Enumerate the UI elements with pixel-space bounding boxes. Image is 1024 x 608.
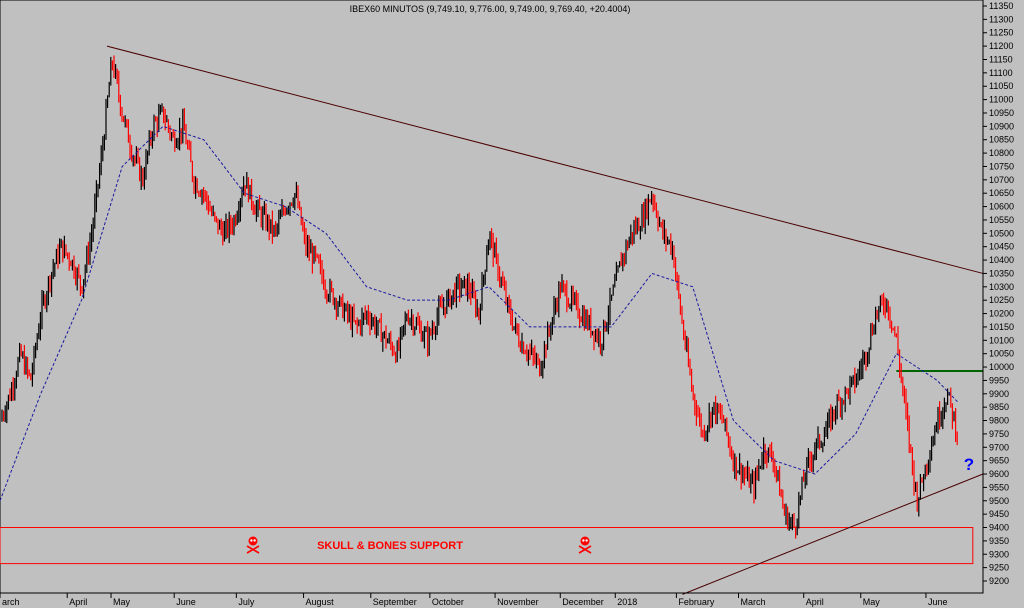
y-tick-label: 10200 (989, 309, 1014, 319)
chart-frame (0, 0, 984, 594)
support-zone-box (0, 527, 974, 565)
x-tick-label: June (176, 597, 196, 607)
y-tick-label: 11300 (989, 14, 1013, 24)
support-zone-layer (0, 527, 974, 565)
x-tick-label: March (741, 597, 766, 607)
x-tick-label: 2018 (617, 597, 637, 607)
y-tick-label: 10450 (989, 242, 1014, 252)
y-tick-label: 9350 (989, 536, 1009, 546)
moving-average-layer (0, 125, 958, 501)
y-tick-label: 10250 (989, 295, 1014, 305)
x-tick-label: August (306, 597, 335, 607)
price-bars-layer (1, 55, 958, 539)
y-axis: 11350 11300 11250 11200 11150 11100 11050 11000… (982, 0, 1014, 593)
y-tick-label: 10650 (989, 188, 1014, 198)
y-tick-label: 10900 (989, 121, 1014, 131)
y-tick-label: 9900 (989, 389, 1009, 399)
y-tick-label: 11050 (989, 81, 1013, 91)
moving-average-line (0, 125, 958, 501)
y-tick-label: 11100 (989, 68, 1013, 78)
x-tick-label: October (432, 597, 464, 607)
x-tick-label: April (69, 597, 87, 607)
y-tick-label: 10050 (989, 349, 1014, 359)
y-tick-label: 11000 (989, 95, 1013, 105)
x-tick-label: November (497, 597, 539, 607)
downtrend-line (106, 45, 984, 274)
y-tick-label: 11200 (989, 41, 1013, 51)
y-tick-label: 10550 (989, 215, 1014, 225)
y-tick-label: 10800 (989, 148, 1014, 158)
x-tick-label: February (678, 597, 715, 607)
x-axis: arch April May June July August September Octob… (0, 592, 983, 607)
x-tick-label: April (806, 597, 824, 607)
question-mark-annotation: ? (964, 455, 974, 474)
y-tick-label: 9750 (989, 429, 1009, 439)
x-tick-label: arch (2, 597, 20, 607)
y-tick-label: 9700 (989, 442, 1009, 452)
y-tick-label: 10850 (989, 135, 1014, 145)
y-tick-label: 10350 (989, 268, 1014, 278)
y-tick-label: 9600 (989, 469, 1009, 479)
support-zone-label: SKULL & BONES SUPPORT (317, 540, 463, 552)
y-tick-label: 10750 (989, 161, 1014, 171)
y-tick-label: 10950 (989, 108, 1014, 118)
y-tick-label: 10000 (989, 362, 1014, 372)
y-tick-label: 11150 (989, 54, 1013, 64)
y-tick-label: 11350 (989, 1, 1013, 11)
x-tick-label: May (863, 597, 881, 607)
y-tick-label: 10100 (989, 335, 1014, 345)
y-tick-label: 9250 (989, 563, 1009, 573)
x-tick-label: June (928, 597, 948, 607)
x-tick-label: December (562, 597, 604, 607)
x-tick-label: May (113, 597, 131, 607)
y-tick-label: 10700 (989, 175, 1014, 185)
y-tick-label: 9200 (989, 576, 1009, 586)
x-tick-label: July (238, 597, 255, 607)
skull-icon (578, 536, 592, 554)
y-tick-label: 9500 (989, 496, 1009, 506)
y-tick-label: 10600 (989, 202, 1014, 212)
y-tick-label: 9650 (989, 456, 1009, 466)
plot-area (0, 0, 984, 594)
y-tick-label: 9400 (989, 523, 1009, 533)
y-tick-label: 10300 (989, 282, 1014, 292)
y-tick-label: 11250 (989, 28, 1013, 38)
y-tick-label: 9550 (989, 482, 1009, 492)
trendline-layer (106, 45, 984, 595)
y-tick-label: 10400 (989, 255, 1014, 265)
y-tick-label: 9850 (989, 402, 1009, 412)
y-tick-label: 9800 (989, 416, 1009, 426)
y-tick-label: 10150 (989, 322, 1014, 332)
x-tick-label: September (373, 597, 417, 607)
y-tick-label: 10500 (989, 228, 1014, 238)
y-tick-label: 9950 (989, 375, 1009, 385)
y-tick-label: 9450 (989, 509, 1009, 519)
skull-icon (246, 536, 260, 554)
chart-title: IBEX60 MINUTOS (9,749.10, 9,776.00, 9,74… (350, 4, 631, 14)
uptrend-line (682, 473, 984, 595)
y-tick-label: 9300 (989, 549, 1009, 559)
